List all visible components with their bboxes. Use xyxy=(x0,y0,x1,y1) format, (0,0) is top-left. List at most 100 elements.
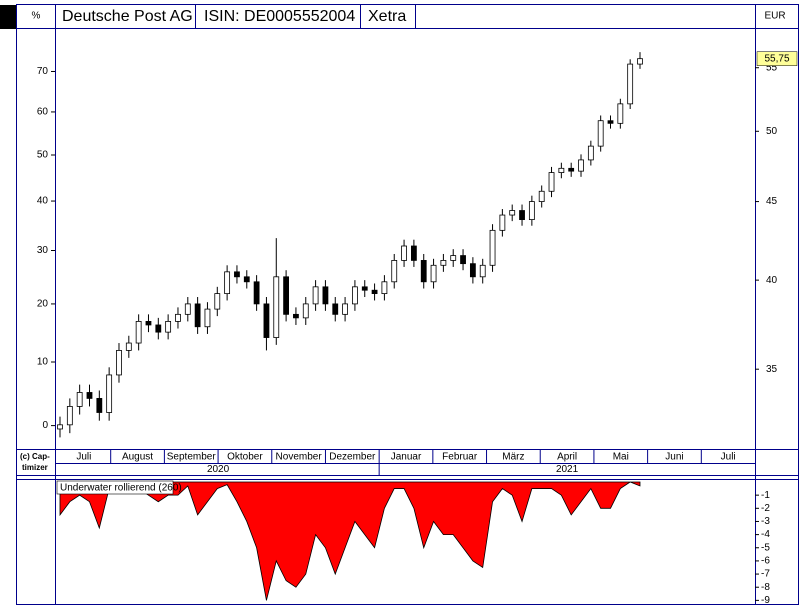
panel-title-box xyxy=(56,480,174,495)
y2-tick-label: 60 xyxy=(37,107,49,118)
candle-body xyxy=(214,293,221,310)
candle-body xyxy=(558,167,565,173)
candle-body xyxy=(175,313,181,322)
y2-tick-label: 20 xyxy=(37,299,49,310)
candle-body xyxy=(499,214,506,231)
candle-body xyxy=(587,145,594,161)
candle-body xyxy=(460,255,466,265)
candle-body xyxy=(381,281,388,295)
y2-tick-label: 50 xyxy=(37,150,49,161)
corner-block xyxy=(0,5,16,29)
candle-body xyxy=(420,260,427,283)
candle-body xyxy=(263,303,270,338)
chart-title: Deutsche Post AG xyxy=(62,8,193,25)
candle-body xyxy=(184,303,191,315)
month-label: Februar xyxy=(442,452,478,463)
candle-body xyxy=(66,406,73,426)
candle-body xyxy=(568,167,575,172)
candle-body xyxy=(361,286,368,291)
month-label: Dezember xyxy=(329,452,376,463)
month-label: Oktober xyxy=(227,452,263,463)
candle-body xyxy=(312,286,319,305)
candle-body xyxy=(145,321,152,326)
candle-body xyxy=(342,303,348,315)
candle-body xyxy=(96,398,103,413)
candle-body xyxy=(125,342,132,351)
candle-body xyxy=(234,271,240,278)
month-label: Januar xyxy=(391,452,422,463)
candle-body xyxy=(352,286,358,305)
y-tick-label: -8 xyxy=(761,582,770,593)
month-label: Juli xyxy=(76,452,91,463)
candle-body xyxy=(322,286,329,305)
y-tick-label: 40 xyxy=(766,275,778,286)
month-label: März xyxy=(502,452,524,463)
candle-body xyxy=(440,260,447,266)
exchange: Xetra xyxy=(368,8,406,25)
candle-body xyxy=(617,103,624,124)
y-tick-label: -4 xyxy=(761,529,770,540)
year-label: 2021 xyxy=(556,464,579,475)
y-tick-label: -7 xyxy=(761,569,770,580)
candle-body xyxy=(528,201,535,220)
candle-body xyxy=(391,260,398,283)
candle-body xyxy=(489,229,496,266)
copyright: timizer xyxy=(22,463,48,472)
isin: ISIN: DE0005552004 xyxy=(204,8,355,25)
y-tick-label: 50 xyxy=(766,126,778,137)
month-label: Mai xyxy=(613,452,629,463)
candle-body xyxy=(371,289,378,295)
candle-body xyxy=(155,324,162,333)
left-unit: % xyxy=(32,11,41,22)
month-label: Juli xyxy=(721,452,736,463)
y2-tick-label: 10 xyxy=(37,357,49,368)
y-tick-label: -2 xyxy=(761,503,770,514)
month-label: September xyxy=(167,452,217,463)
y-tick-label: -1 xyxy=(761,490,770,501)
candle-body xyxy=(243,276,250,283)
candle-body xyxy=(106,374,113,413)
candle-body xyxy=(332,303,339,315)
candle-body xyxy=(116,350,122,376)
candle-body xyxy=(627,63,634,105)
candle-body xyxy=(273,276,280,338)
candle-body xyxy=(637,58,643,65)
candle-body xyxy=(194,303,201,328)
y-tick-label: -5 xyxy=(761,542,770,553)
last-price-label: 55,75 xyxy=(764,53,789,64)
y2-tick-label: 0 xyxy=(42,420,48,431)
y-tick-label: -6 xyxy=(761,556,770,567)
candle-body xyxy=(204,308,211,328)
copyright: (c) Cap- xyxy=(20,452,50,461)
candle-body xyxy=(538,190,545,202)
month-label: Juni xyxy=(665,452,683,463)
y2-tick-label: 70 xyxy=(37,66,49,77)
last-price-box xyxy=(756,51,798,66)
candle-body xyxy=(165,321,172,333)
candle-body xyxy=(76,392,83,407)
candle-body xyxy=(479,264,486,278)
candle-body xyxy=(86,392,93,399)
candle-body xyxy=(509,210,516,216)
candle-body xyxy=(469,263,476,278)
candle-body xyxy=(410,245,417,261)
y-tick-label: -3 xyxy=(761,516,770,527)
candle-body xyxy=(401,245,407,261)
candle-body xyxy=(135,321,142,344)
y-tick-label: 35 xyxy=(766,364,778,375)
candle-body xyxy=(293,313,299,319)
y2-tick-label: 40 xyxy=(37,196,49,207)
month-label: August xyxy=(122,452,153,463)
candle-body xyxy=(302,303,309,319)
y2-tick-label: 30 xyxy=(37,245,49,256)
candle-body xyxy=(519,210,525,220)
y-tick-label: 55 xyxy=(766,62,778,73)
candle-body xyxy=(578,159,584,172)
year-label: 2020 xyxy=(207,464,230,475)
candle-body xyxy=(224,271,231,295)
candle-body xyxy=(597,120,604,147)
candle-body xyxy=(57,424,63,430)
candle-body xyxy=(548,172,555,192)
